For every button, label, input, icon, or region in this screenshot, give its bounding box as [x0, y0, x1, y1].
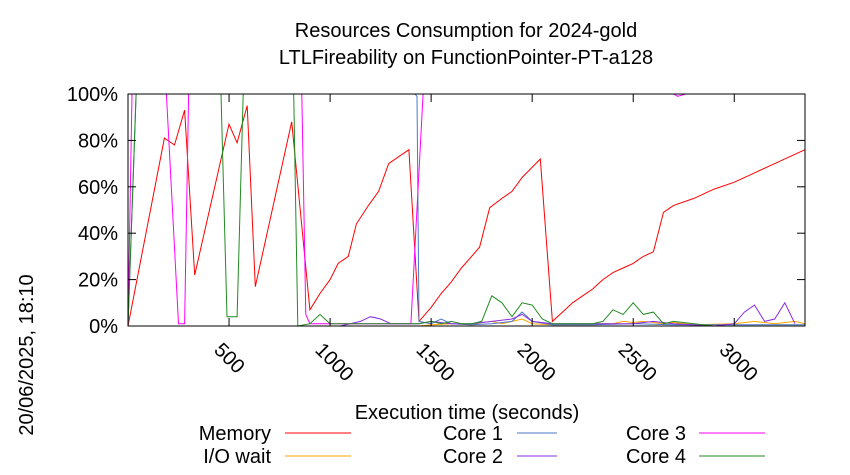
legend-label-core-2: Core 2	[443, 446, 503, 468]
plot-area	[127, 93, 806, 327]
y-tick-label: 100%	[67, 84, 118, 106]
x-tick-label: 2000	[513, 339, 560, 386]
x-tick-label: 3000	[715, 339, 762, 386]
y-tick-label: 80%	[78, 130, 118, 152]
legend-label-core-4: Core 4	[626, 446, 686, 468]
series-line-memory	[127, 105, 806, 327]
x-tick-label: 1000	[311, 339, 358, 386]
legend-label-core-3: Core 3	[626, 423, 686, 445]
legend-label-core-1: Core 1	[443, 423, 503, 445]
chart-title-line-1: Resources Consumption for 2024-gold	[295, 20, 637, 42]
date-label: 20/06/2025, 18:10	[16, 274, 38, 435]
legend-label-memory: Memory	[199, 423, 271, 445]
series-line-core-3	[127, 93, 805, 327]
series-line-core-1	[127, 93, 805, 327]
x-tick-label: 500	[210, 339, 249, 378]
y-tick-label: 60%	[78, 177, 118, 199]
x-tick-label: 2500	[614, 339, 661, 386]
plot-frame	[127, 93, 806, 327]
series-line-core-2	[128, 301, 796, 327]
x-tick-label: 1500	[412, 339, 459, 386]
axes: 0% 20% 40% 60% 80% 100% 500 1000 1500 2000 2500 300…	[67, 84, 806, 386]
legend-label-i-o-wait: I/O wait	[203, 446, 271, 468]
chart-title-line-2: LTLFireability on FunctionPointer-PT-a12…	[279, 47, 653, 69]
y-tick-label: 40%	[78, 223, 118, 245]
series-line-core-4	[127, 93, 805, 327]
y-tick-label: 20%	[78, 270, 118, 292]
x-axis-label: Execution time (seconds)	[355, 402, 580, 424]
y-tick-label: 0%	[89, 316, 118, 338]
